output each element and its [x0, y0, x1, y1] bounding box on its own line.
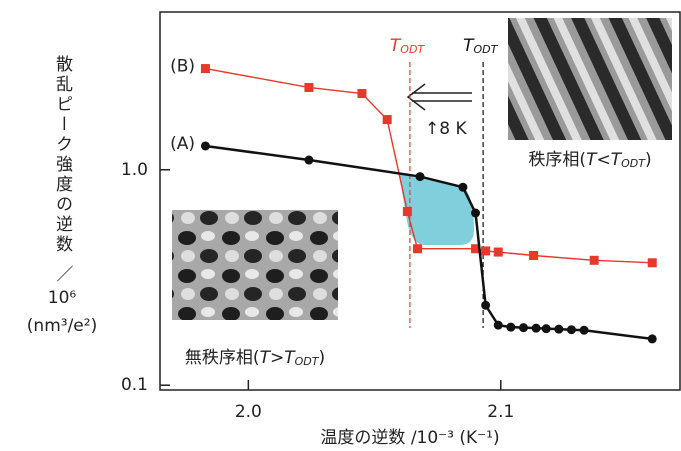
caption-italic: T<T	[586, 150, 623, 170]
series-label: (B)	[170, 57, 195, 77]
marker	[201, 64, 210, 73]
marker	[458, 183, 467, 192]
shift-label: ↑8 K	[425, 119, 467, 139]
caption-italic: T>T	[260, 348, 297, 368]
marker	[519, 323, 528, 332]
x-tick-label: 2.1	[487, 402, 514, 422]
marker	[529, 251, 538, 260]
caption-sub: ODT	[295, 355, 320, 368]
image-caption: 無秩序相(T>TODT)	[185, 348, 325, 368]
marker	[416, 172, 425, 181]
transition-label-sub: ODT	[400, 43, 425, 56]
marker	[304, 83, 313, 92]
y-tick-label: 1.0	[121, 160, 148, 180]
marker	[494, 248, 503, 257]
marker	[580, 326, 589, 335]
y-axis-label: ／	[57, 265, 74, 285]
series-label: (A)	[170, 134, 195, 154]
marker	[201, 141, 210, 150]
marker	[357, 89, 366, 98]
y-tick-label: 0.1	[121, 375, 148, 395]
marker	[471, 209, 480, 218]
ordered-image	[508, 18, 672, 140]
transition-label: TODT	[463, 36, 499, 56]
marker	[590, 256, 599, 265]
marker	[494, 321, 503, 330]
x-axis-label: 温度の逆数 /10⁻³ (K⁻¹)	[320, 428, 499, 448]
marker	[481, 301, 490, 310]
y-axis-label: 10⁶	[48, 288, 77, 308]
marker	[532, 324, 541, 333]
transition-label-sub: ODT	[473, 43, 498, 56]
marker	[383, 115, 392, 124]
y-axis-label: 散乱ピーク強度の逆数	[52, 55, 73, 255]
transition-label: TODT	[390, 36, 426, 56]
marker	[413, 244, 422, 253]
y-axis-label: (nm³/e²)	[27, 316, 97, 336]
marker	[304, 156, 313, 165]
marker	[506, 323, 515, 332]
caption-main: 秩序相(	[528, 150, 586, 170]
marker	[403, 207, 412, 216]
disordered-image	[172, 210, 338, 320]
caption-end: )	[318, 348, 325, 368]
caption-end: )	[645, 150, 652, 170]
caption-main: 無秩序相(	[185, 348, 260, 368]
marker	[554, 325, 563, 334]
image-caption: 秩序相(T<TODT)	[528, 150, 651, 170]
marker	[481, 246, 490, 255]
marker	[542, 324, 551, 333]
shift-arrow	[408, 84, 472, 110]
caption-sub: ODT	[621, 157, 646, 170]
marker	[648, 258, 657, 267]
marker	[567, 325, 576, 334]
x-tick-label: 2.0	[235, 402, 262, 422]
chart: 0.1 1.0 2.0 2.1 温度の逆数 /10⁻³ (K⁻¹) 散乱ピーク強度の逆数 ／…	[0, 0, 681, 451]
marker	[648, 334, 657, 343]
